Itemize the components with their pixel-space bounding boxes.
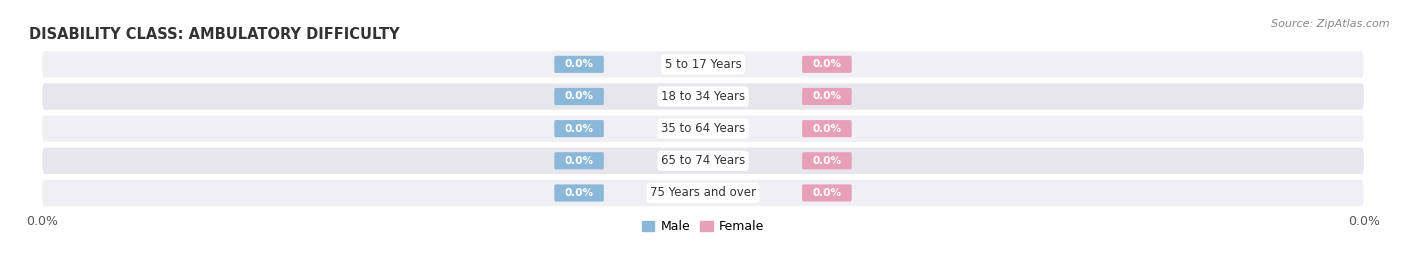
Text: 18 to 34 Years: 18 to 34 Years (661, 90, 745, 103)
FancyBboxPatch shape (554, 184, 605, 202)
FancyBboxPatch shape (554, 88, 605, 105)
Text: 0.0%: 0.0% (565, 156, 593, 166)
Text: 0.0%: 0.0% (813, 91, 841, 102)
Text: 0.0%: 0.0% (565, 59, 593, 69)
Text: 5 to 17 Years: 5 to 17 Years (665, 58, 741, 71)
Text: 0.0%: 0.0% (565, 124, 593, 134)
FancyBboxPatch shape (554, 56, 605, 73)
Text: 0.0%: 0.0% (813, 156, 841, 166)
FancyBboxPatch shape (801, 88, 852, 105)
Text: 0.0%: 0.0% (813, 124, 841, 134)
Text: 0.0%: 0.0% (565, 91, 593, 102)
Text: 75 Years and over: 75 Years and over (650, 187, 756, 199)
FancyBboxPatch shape (801, 120, 852, 137)
FancyBboxPatch shape (42, 83, 1364, 110)
FancyBboxPatch shape (801, 56, 852, 73)
FancyBboxPatch shape (42, 180, 1364, 206)
FancyBboxPatch shape (42, 51, 1364, 77)
Text: DISABILITY CLASS: AMBULATORY DIFFICULTY: DISABILITY CLASS: AMBULATORY DIFFICULTY (30, 27, 399, 42)
FancyBboxPatch shape (801, 152, 852, 169)
Text: 65 to 74 Years: 65 to 74 Years (661, 154, 745, 167)
Text: 0.0%: 0.0% (813, 59, 841, 69)
Text: Source: ZipAtlas.com: Source: ZipAtlas.com (1271, 19, 1389, 29)
Legend: Male, Female: Male, Female (637, 215, 769, 238)
Text: 0.0%: 0.0% (813, 188, 841, 198)
Text: 35 to 64 Years: 35 to 64 Years (661, 122, 745, 135)
Text: 0.0%: 0.0% (565, 188, 593, 198)
FancyBboxPatch shape (554, 152, 605, 169)
FancyBboxPatch shape (42, 116, 1364, 142)
FancyBboxPatch shape (42, 148, 1364, 174)
FancyBboxPatch shape (554, 120, 605, 137)
FancyBboxPatch shape (801, 184, 852, 202)
